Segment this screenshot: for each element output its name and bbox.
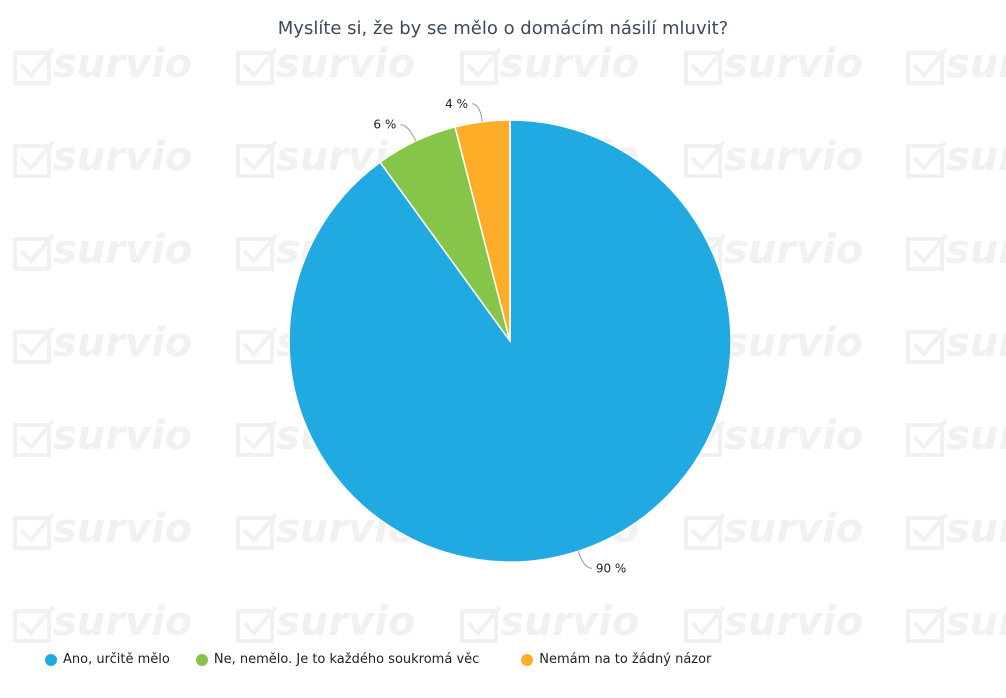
- legend-marker-icon: [521, 653, 534, 666]
- legend-item-ano[interactable]: Ano, určitě mělo: [45, 652, 170, 667]
- pie-chart: 90 % 6 % 4 %: [288, 97, 732, 575]
- legend-marker-icon: [45, 653, 57, 666]
- label-connector: [577, 551, 592, 569]
- chart-legend: Ano, určitě mělo Ne, nemělo. Je to každéh…: [45, 652, 711, 667]
- legend-item-nemam[interactable]: Nemám na to žádný názor: [521, 652, 711, 667]
- slice-nemam[interactable]: [454, 119, 511, 342]
- label-connector: [400, 124, 417, 142]
- data-label-nemam: 4 %: [445, 97, 468, 111]
- data-label-ne: 6 %: [373, 118, 396, 132]
- legend-item-ne[interactable]: Ne, nemělo. Je to každého soukromá věc: [195, 652, 480, 667]
- chart-title: Myslíte si, že by se mělo o domácím nási…: [277, 18, 729, 39]
- legend-label: Ne, nemělo. Je to každého soukromá věc: [213, 652, 480, 667]
- label-connector: [471, 103, 483, 122]
- legend-label: Ano, určitě mělo: [63, 652, 170, 667]
- data-label-ano: 90 %: [596, 561, 627, 575]
- legend-label: Nemám na to žádný názor: [539, 652, 712, 667]
- legend-marker-icon: [195, 653, 208, 666]
